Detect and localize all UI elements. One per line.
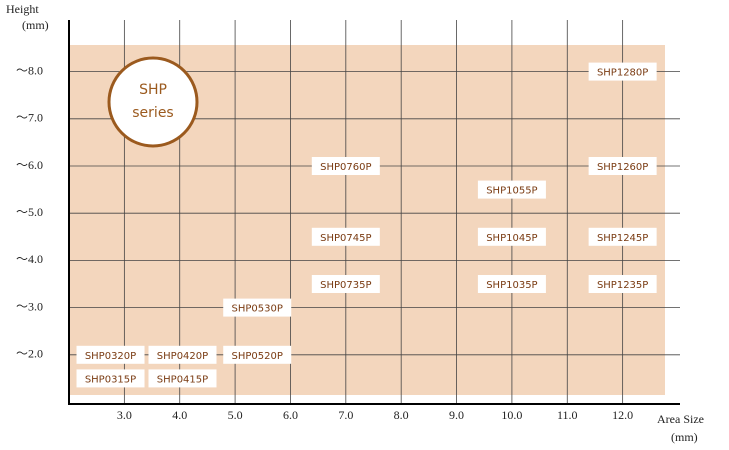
product-box [223, 345, 292, 364]
product-label: SHP0420P [157, 351, 208, 362]
series-badge [107, 56, 199, 148]
product-box [311, 275, 380, 293]
product-label: SHP0520P [232, 351, 283, 362]
y-tick-label: ～2.0 [16, 347, 43, 361]
y-tick-label: ～3.0 [16, 299, 43, 313]
y-tick-label: ～7.0 [16, 111, 43, 125]
product-box [76, 345, 145, 364]
product-box [311, 227, 380, 246]
product-label: SHP0415P [157, 374, 208, 385]
product-box [148, 345, 217, 364]
product-label: SHP0735P [320, 280, 371, 291]
product-box [588, 227, 657, 246]
y-tick-label: ～4.0 [16, 252, 43, 266]
product-label: SHP0530P [232, 304, 283, 315]
badge-text: SHP [139, 82, 167, 98]
product-label: SHP1055P [486, 186, 537, 197]
product-label: SHP0745P [320, 233, 371, 244]
x-axis-label: Area Size [657, 412, 704, 426]
product-box [588, 275, 657, 293]
product-box [477, 180, 546, 199]
product-box [311, 157, 380, 175]
product-box [588, 62, 657, 81]
badge-text: series [132, 105, 173, 121]
x-tick-label: 10.0 [501, 408, 522, 422]
product-box [223, 298, 292, 317]
y-tick-label: ～8.0 [16, 63, 43, 77]
product-box [477, 275, 546, 293]
x-tick-label: 7.0 [338, 408, 353, 422]
product-label: SHP1260P [597, 162, 648, 173]
x-tick-label: 12.0 [612, 408, 633, 422]
product-label: SHP1245P [597, 233, 648, 244]
x-tick-label: 4.0 [172, 408, 187, 422]
x-tick-label: 9.0 [449, 408, 464, 422]
product-box [477, 227, 546, 246]
y-axis-label: Height [6, 2, 39, 16]
y-tick-label: ～6.0 [16, 158, 43, 172]
y-axis-label: (mm) [22, 18, 49, 32]
x-tick-label: 3.0 [117, 408, 132, 422]
product-label: SHP0320P [85, 351, 136, 362]
product-label: SHP1235P [597, 280, 648, 291]
product-label: SHP1045P [486, 233, 537, 244]
x-tick-label: 5.0 [228, 408, 243, 422]
product-box [148, 369, 217, 388]
x-tick-label: 8.0 [394, 408, 409, 422]
x-tick-label: 11.0 [557, 408, 578, 422]
product-box [76, 369, 145, 388]
product-label: SHP0315P [85, 374, 136, 385]
x-tick-label: 6.0 [283, 408, 298, 422]
product-label: SHP1280P [597, 68, 648, 79]
x-axis-label: (mm) [671, 430, 698, 444]
product-label: SHP0760P [320, 162, 371, 173]
product-box [588, 157, 657, 175]
product-label: SHP1035P [486, 280, 537, 291]
y-tick-label: ～5.0 [16, 205, 43, 219]
